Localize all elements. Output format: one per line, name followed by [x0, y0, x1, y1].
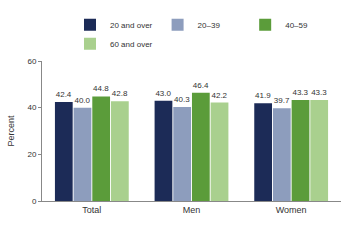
svg-text:0: 0 [32, 197, 37, 206]
svg-text:43.3: 43.3 [292, 88, 308, 97]
svg-text:Men: Men [183, 205, 201, 215]
svg-text:39.7: 39.7 [274, 96, 290, 105]
svg-text:Women: Women [276, 205, 307, 215]
svg-text:Percent: Percent [6, 115, 16, 147]
svg-text:40.0: 40.0 [74, 96, 90, 105]
svg-text:40.3: 40.3 [174, 95, 190, 104]
svg-text:20–39: 20–39 [198, 21, 221, 30]
svg-text:60 and over: 60 and over [110, 40, 153, 49]
svg-text:20 and over: 20 and over [110, 21, 153, 30]
svg-text:44.8: 44.8 [93, 84, 109, 93]
svg-text:42.8: 42.8 [112, 89, 128, 98]
svg-text:Total: Total [82, 205, 101, 215]
svg-text:42.4: 42.4 [56, 90, 72, 99]
svg-text:43.3: 43.3 [311, 88, 327, 97]
svg-text:60: 60 [27, 57, 36, 66]
svg-text:40–59: 40–59 [285, 21, 308, 30]
svg-text:20: 20 [27, 150, 36, 159]
svg-text:46.4: 46.4 [193, 81, 209, 90]
svg-text:43.0: 43.0 [155, 89, 171, 98]
svg-text:40: 40 [27, 103, 36, 112]
svg-text:41.9: 41.9 [255, 91, 271, 100]
svg-text:42.2: 42.2 [211, 91, 227, 100]
